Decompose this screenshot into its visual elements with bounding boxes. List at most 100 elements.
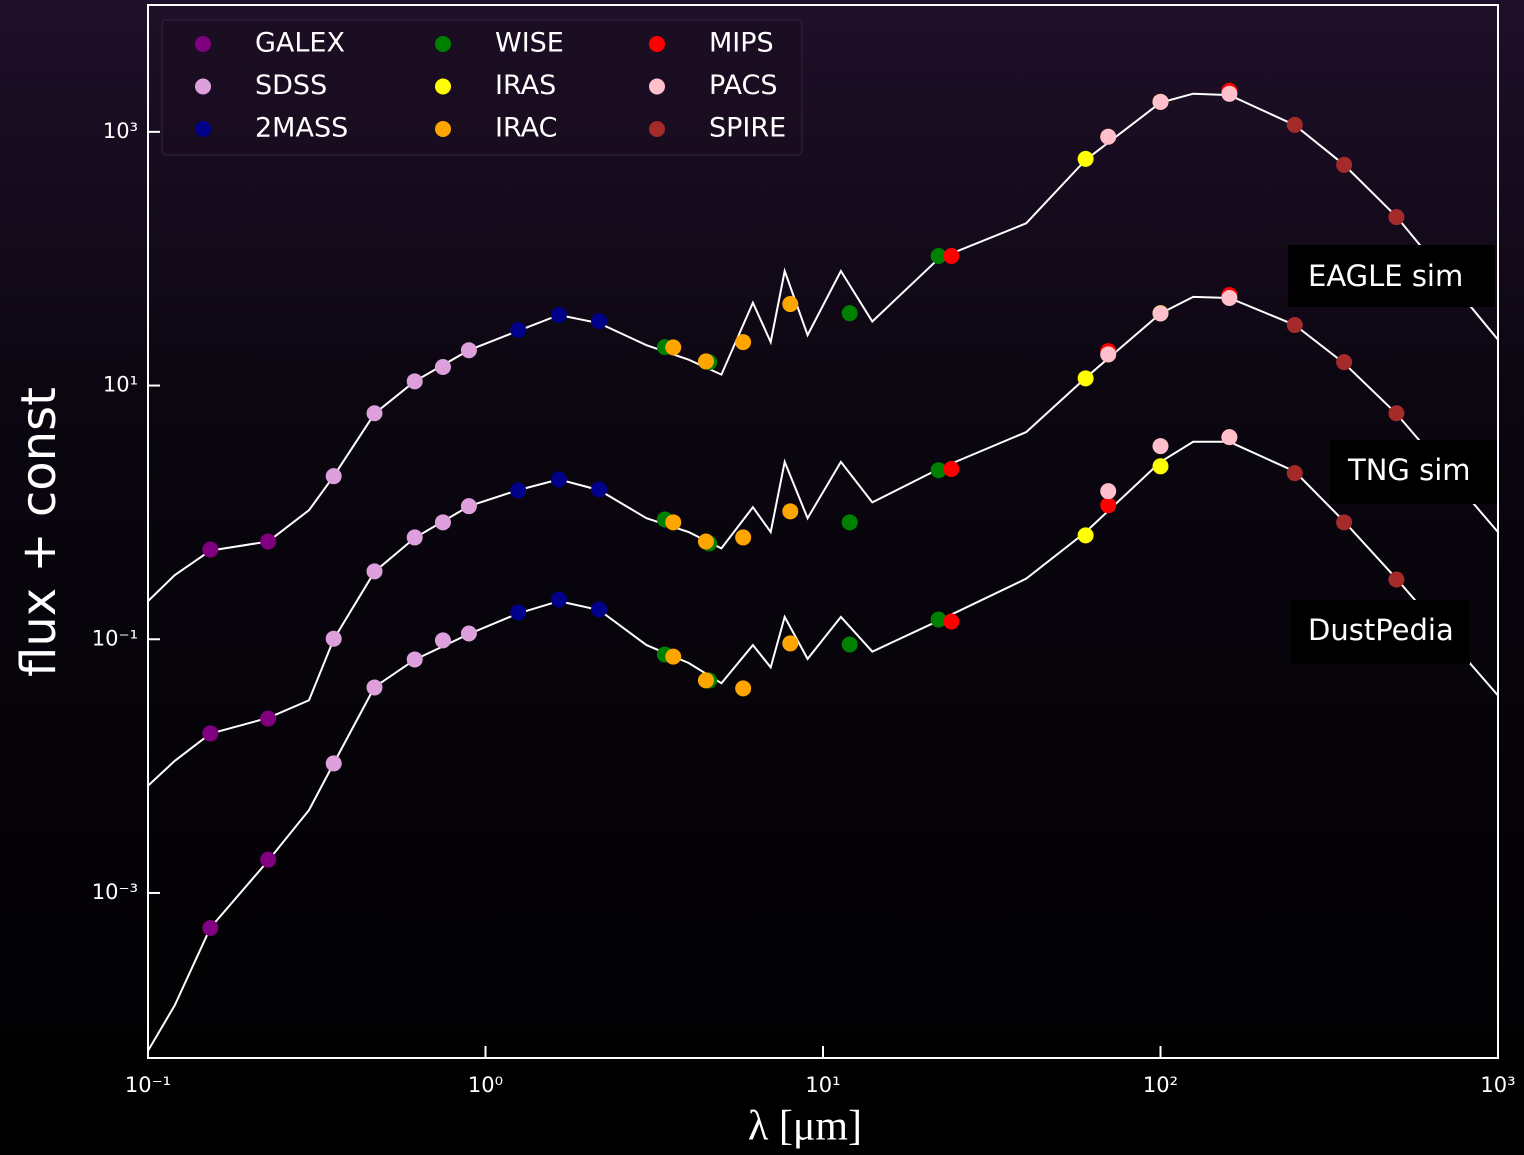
- legend-label: SPIRE: [709, 113, 786, 144]
- data-point: [260, 710, 277, 727]
- legend-label: WISE: [495, 28, 564, 59]
- x-tick-label: 10³: [1480, 1073, 1515, 1097]
- data-point: [697, 353, 714, 370]
- curve-label: EAGLE sim: [1308, 259, 1463, 293]
- data-point: [1388, 571, 1405, 588]
- data-point: [1152, 305, 1169, 322]
- legend-label: GALEX: [255, 28, 345, 59]
- legend-marker: [649, 121, 665, 137]
- data-point: [1152, 438, 1169, 455]
- legend-marker: [649, 36, 665, 52]
- data-point: [550, 591, 567, 608]
- data-point: [943, 613, 960, 630]
- curve-label: TNG sim: [1347, 453, 1471, 487]
- data-point: [930, 611, 947, 628]
- data-point: [460, 625, 477, 642]
- data-point: [510, 322, 527, 339]
- data-point: [434, 514, 451, 531]
- legend-marker: [195, 78, 211, 95]
- data-point: [782, 296, 799, 313]
- y-tick-label: 10⁻³: [92, 880, 138, 904]
- data-point: [665, 514, 682, 531]
- curve-label: DustPedia: [1308, 613, 1454, 647]
- data-point: [1100, 128, 1117, 145]
- data-point: [1152, 458, 1169, 475]
- data-point: [260, 533, 277, 550]
- data-point: [460, 498, 477, 515]
- data-point: [943, 460, 960, 477]
- data-point: [1077, 150, 1094, 167]
- data-point: [366, 679, 383, 696]
- data-point: [1221, 429, 1238, 446]
- legend-label: 2MASS: [255, 113, 348, 144]
- legend-marker: [435, 78, 451, 95]
- data-point: [366, 405, 383, 422]
- legend-box: [161, 19, 803, 156]
- legend-marker: [195, 121, 211, 137]
- data-point: [1388, 405, 1405, 422]
- legend-marker: [649, 78, 665, 95]
- data-point: [930, 462, 947, 479]
- data-point: [510, 482, 527, 499]
- data-point: [1221, 85, 1238, 102]
- data-point: [366, 563, 383, 580]
- x-tick-label: 10²: [1143, 1073, 1178, 1097]
- data-point: [325, 630, 342, 647]
- y-axis-label: flux + const: [11, 387, 67, 677]
- data-point: [841, 514, 858, 531]
- data-point: [1077, 370, 1094, 387]
- x-tick-label: 10¹: [805, 1073, 840, 1097]
- data-point: [550, 471, 567, 488]
- data-point: [591, 601, 608, 618]
- y-tick-label: 10³: [103, 119, 138, 143]
- data-point: [1221, 290, 1238, 307]
- data-point: [325, 755, 342, 772]
- data-point: [202, 541, 219, 558]
- x-tick-label: 10⁰: [468, 1073, 503, 1097]
- x-axis-label: λ [μm]: [748, 1104, 862, 1150]
- legend-marker: [435, 36, 451, 52]
- data-point: [325, 468, 342, 485]
- data-point: [1286, 317, 1303, 334]
- data-point: [841, 305, 858, 322]
- data-point: [1100, 497, 1117, 514]
- legend-marker: [195, 36, 211, 52]
- legend-label: SDSS: [255, 70, 327, 101]
- data-point: [930, 248, 947, 265]
- data-point: [1100, 483, 1117, 500]
- data-point: [1336, 156, 1353, 173]
- data-point: [202, 725, 219, 742]
- legend-marker: [435, 121, 451, 137]
- y-tick-label: 10⁻¹: [92, 626, 138, 650]
- curve-label-box: [1330, 440, 1498, 504]
- data-point: [510, 604, 527, 621]
- data-point: [406, 529, 423, 546]
- data-point: [460, 342, 477, 359]
- plot-frame: [147, 4, 1499, 1059]
- data-point: [591, 481, 608, 498]
- legend-label: PACS: [709, 70, 778, 101]
- data-point: [202, 919, 219, 936]
- data-point: [1286, 465, 1303, 482]
- data-point: [434, 632, 451, 649]
- data-point: [782, 503, 799, 520]
- data-point: [260, 851, 277, 868]
- data-point: [665, 648, 682, 665]
- data-point: [735, 680, 752, 697]
- curve-label-box: [1288, 245, 1495, 307]
- legend-label: MIPS: [709, 28, 774, 59]
- data-point: [591, 313, 608, 330]
- data-point: [782, 635, 799, 652]
- legend-label: IRAC: [495, 113, 557, 144]
- data-point: [1336, 354, 1353, 371]
- data-point: [841, 636, 858, 653]
- x-tick-label: 10⁻¹: [125, 1073, 171, 1097]
- data-point: [1286, 116, 1303, 133]
- plot-area: [148, 82, 1498, 1052]
- data-point: [1100, 346, 1117, 363]
- data-point: [665, 339, 682, 356]
- y-tick-label: 10¹: [103, 373, 138, 397]
- data-point: [1388, 209, 1405, 226]
- legend-label: IRAS: [495, 70, 556, 101]
